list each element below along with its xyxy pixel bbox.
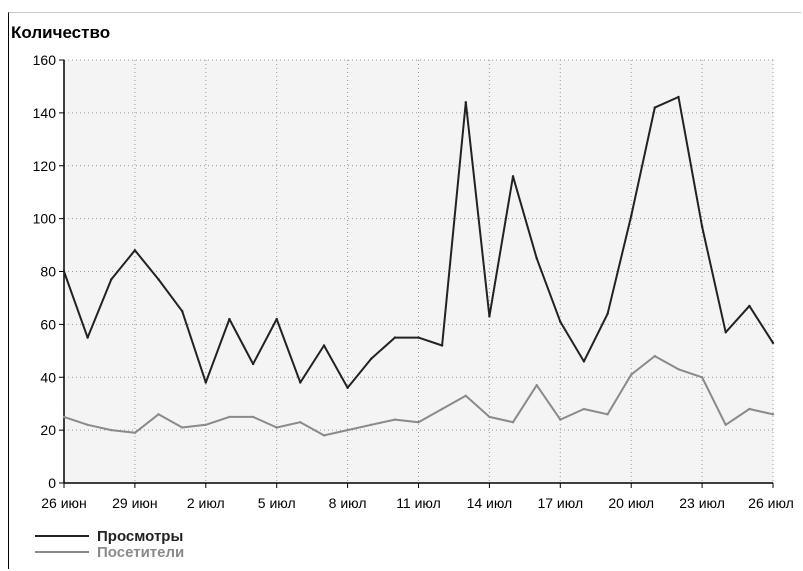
data-point bbox=[157, 278, 160, 281]
data-point bbox=[771, 341, 775, 345]
data-point bbox=[275, 317, 278, 321]
data-point bbox=[228, 317, 231, 321]
data-point bbox=[322, 344, 326, 347]
x-tick-label: 5 июл bbox=[258, 495, 296, 511]
data-point bbox=[346, 386, 349, 389]
data-point bbox=[417, 421, 420, 424]
data-point bbox=[440, 407, 444, 411]
x-tick-label: 26 июл bbox=[748, 495, 794, 511]
data-point bbox=[440, 344, 444, 347]
y-tick-label: 100 bbox=[33, 211, 57, 227]
data-point bbox=[275, 426, 278, 429]
data-point bbox=[110, 428, 113, 432]
data-point bbox=[299, 381, 302, 384]
data-point bbox=[653, 354, 656, 358]
data-point bbox=[86, 336, 89, 339]
data-point bbox=[630, 214, 633, 218]
x-tick-label: 20 июл bbox=[608, 495, 654, 511]
data-point bbox=[346, 428, 349, 432]
x-tick-label: 8 июл bbox=[329, 495, 367, 511]
y-tick-labels: 0 20 40 60 80 100 120 140 160 bbox=[33, 52, 57, 491]
grid-lines bbox=[64, 59, 774, 483]
data-point bbox=[464, 394, 467, 397]
data-point bbox=[748, 407, 751, 411]
data-point bbox=[700, 376, 704, 379]
chart-frame: Количество 0 20 40 60 80 100 120 140 160 26 июн 2… bbox=[8, 12, 801, 569]
x-tick-label: 11 июл bbox=[396, 495, 441, 511]
data-point bbox=[322, 434, 326, 437]
data-point bbox=[606, 413, 609, 416]
data-point bbox=[370, 357, 373, 360]
data-point bbox=[62, 415, 66, 419]
series-lines bbox=[62, 95, 775, 437]
data-point bbox=[110, 278, 113, 281]
x-tick-label: 26 июн bbox=[41, 495, 87, 511]
data-point bbox=[630, 373, 633, 376]
y-axis-title: Количество bbox=[11, 23, 110, 42]
data-point bbox=[204, 381, 207, 384]
data-point bbox=[677, 368, 680, 371]
y-tick-label: 0 bbox=[48, 475, 56, 491]
y-tick-label: 80 bbox=[40, 264, 56, 280]
data-point bbox=[511, 175, 515, 178]
x-tick-label: 14 июл bbox=[467, 495, 513, 511]
data-point bbox=[582, 407, 586, 411]
y-tick-label: 160 bbox=[33, 52, 57, 68]
data-point bbox=[559, 320, 562, 323]
data-point bbox=[488, 415, 491, 419]
data-point bbox=[417, 336, 420, 339]
x-tick-label: 2 июл bbox=[187, 495, 225, 511]
y-tick-label: 40 bbox=[40, 369, 56, 385]
y-tick-label: 140 bbox=[33, 105, 57, 121]
data-point bbox=[393, 336, 397, 339]
data-point bbox=[133, 431, 137, 434]
y-tick-label: 60 bbox=[40, 316, 56, 332]
data-point bbox=[62, 270, 66, 273]
data-point bbox=[181, 426, 184, 429]
data-point bbox=[86, 423, 89, 426]
data-point bbox=[511, 421, 515, 424]
data-point bbox=[488, 315, 491, 318]
data-point bbox=[771, 413, 775, 416]
data-point bbox=[228, 415, 231, 419]
data-point bbox=[464, 101, 467, 104]
data-point bbox=[181, 310, 184, 313]
data-point bbox=[724, 331, 727, 334]
data-point bbox=[393, 418, 397, 421]
data-point bbox=[299, 421, 302, 424]
x-tick-label: 17 июл bbox=[537, 495, 583, 511]
y-tick-label: 20 bbox=[40, 422, 56, 438]
x-tick-label: 29 июн bbox=[112, 495, 158, 511]
data-point bbox=[653, 106, 656, 109]
legend-label: Просмотры bbox=[97, 528, 183, 545]
data-point bbox=[559, 418, 562, 421]
data-point bbox=[677, 95, 680, 99]
data-point bbox=[582, 360, 586, 363]
data-point bbox=[700, 225, 704, 228]
data-point bbox=[535, 257, 538, 260]
x-tick-label: 23 июл bbox=[679, 495, 725, 511]
data-point bbox=[606, 312, 609, 315]
data-point bbox=[535, 384, 538, 387]
plot-area bbox=[64, 60, 773, 483]
data-point bbox=[251, 415, 255, 419]
data-point bbox=[157, 413, 160, 416]
data-point bbox=[724, 423, 727, 426]
data-point bbox=[251, 362, 255, 366]
x-tick-labels: 26 июн 29 июн 2 июл 5 июл 8 июл 11 июл 14 июл 1… bbox=[41, 495, 794, 511]
y-tick-label: 120 bbox=[33, 158, 57, 174]
data-point bbox=[204, 423, 207, 426]
data-point bbox=[133, 249, 137, 252]
legend-label: Посетители bbox=[97, 544, 184, 561]
data-point bbox=[748, 304, 751, 308]
data-point bbox=[370, 423, 373, 426]
